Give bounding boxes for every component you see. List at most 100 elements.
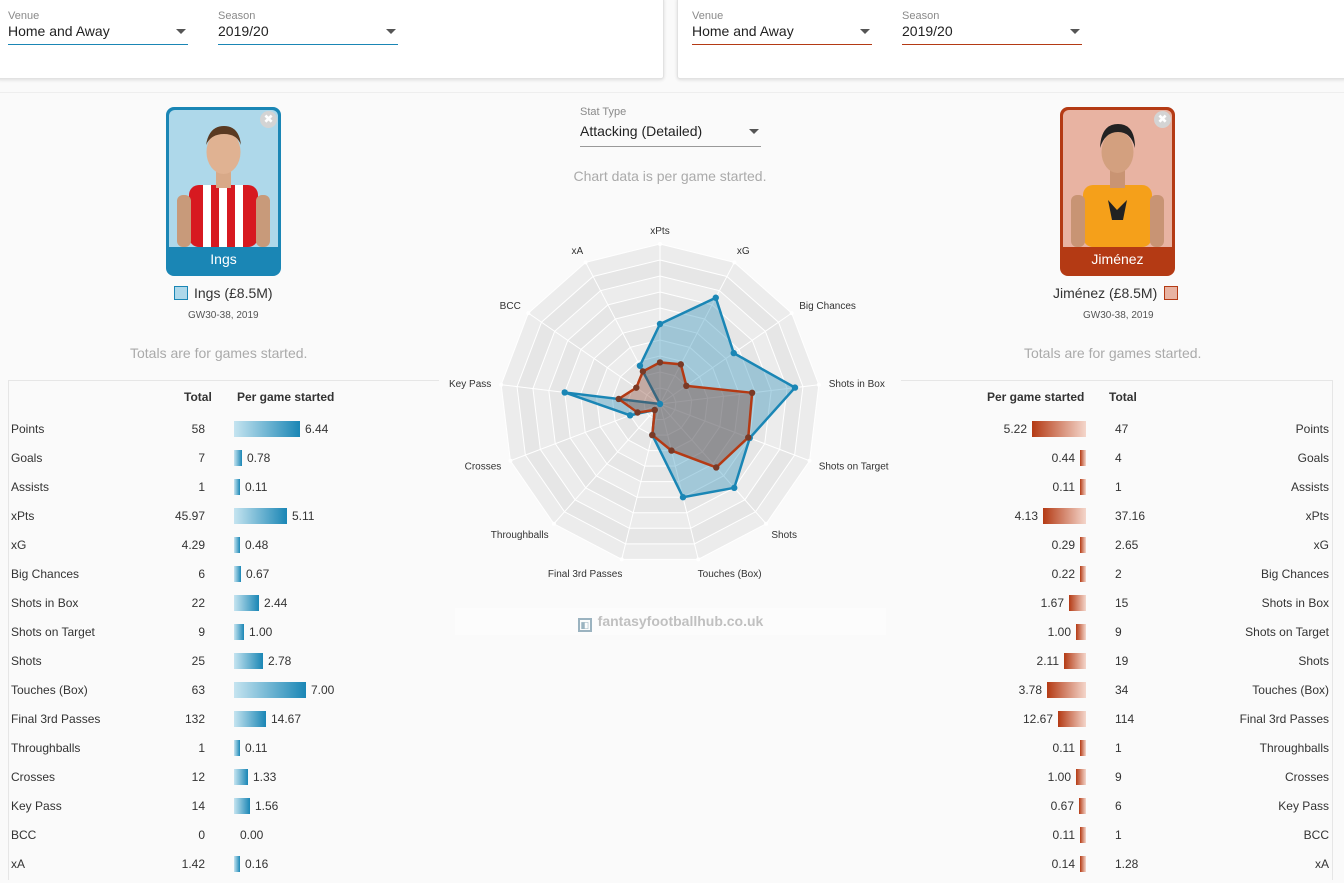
- stat-per-game: 7.00: [311, 683, 335, 697]
- watermark: ◧ fantasyfootballhub.co.uk: [455, 608, 886, 635]
- stat-total: 34: [1115, 683, 1129, 697]
- table-row: Key Pass 14 1.56: [9, 798, 439, 827]
- radar-axis-dot: [816, 382, 821, 387]
- stat-label: xA: [1314, 857, 1329, 871]
- stat-bar: [234, 711, 266, 727]
- stat-per-game: 12.67: [1022, 712, 1053, 726]
- radar-axis-dot: [696, 557, 701, 562]
- radar-axis-label: xPts: [650, 226, 669, 237]
- table-row: 1.67 15 Shots in Box: [901, 595, 1332, 624]
- player-photo: [169, 110, 278, 247]
- stat-label: Key Pass: [1278, 799, 1329, 813]
- radar-point: [633, 384, 640, 391]
- stat-per-game: 1.00: [249, 625, 273, 639]
- stat-total: 1: [1115, 828, 1122, 842]
- stat-label: Shots: [1298, 654, 1329, 668]
- venue-select-player1[interactable]: Venue Home and Away: [8, 10, 188, 45]
- radar-axis-label: Throughballs: [491, 530, 549, 541]
- stat-bar: [1080, 479, 1086, 495]
- radar-axis-label: xG: [737, 246, 750, 257]
- stat-total: 4: [1115, 451, 1122, 465]
- radar-spoke: [659, 262, 735, 405]
- radar-point: [615, 395, 622, 403]
- radar-axis-label: Shots in Box: [829, 379, 885, 390]
- close-icon[interactable]: ✖: [260, 111, 277, 128]
- table-row: 1.00 9 Shots on Target: [901, 624, 1332, 653]
- stat-per-game: 1.56: [255, 799, 279, 813]
- season-select-player1[interactable]: Season 2019/20: [218, 10, 398, 45]
- stat-total: 9: [198, 625, 205, 639]
- stat-total: 47: [1115, 422, 1129, 436]
- stat-label: Big Chances: [11, 567, 80, 581]
- table-row: Shots 25 2.78: [9, 653, 439, 682]
- stat-bar: [1079, 798, 1086, 814]
- table-row: Points 58 6.44: [9, 421, 439, 450]
- venue-value: Home and Away: [692, 23, 794, 39]
- stat-per-game: 0.11: [1052, 828, 1075, 842]
- stat-per-game: 4.13: [1014, 509, 1038, 523]
- table-row: Touches (Box) 63 7.00: [9, 682, 439, 711]
- player-card-player1[interactable]: ✖ Ings: [166, 107, 281, 276]
- stat-total: 22: [191, 596, 205, 610]
- stat-total: 6: [198, 567, 205, 581]
- radar-point: [730, 349, 737, 357]
- stat-per-game: 0.11: [245, 741, 268, 755]
- stat-per-game: 2.78: [268, 654, 292, 668]
- table-row: xG 4.29 0.48: [9, 537, 439, 566]
- table-row: 0.14 1.28 xA: [901, 856, 1332, 883]
- radar-point: [791, 384, 799, 391]
- table-row: 4.13 37.16 xPts: [901, 508, 1332, 537]
- watermark-text: fantasyfootballhub.co.uk: [597, 613, 764, 629]
- radar-chart: xPts xG Big Chances Shots in Box Shots on Ta…: [449, 226, 889, 580]
- totals-note: Totals are for games started.: [1024, 345, 1202, 361]
- stat-bar: [234, 595, 259, 611]
- chevron-down-icon: [860, 29, 870, 34]
- stat-label: xG: [1313, 538, 1329, 552]
- stat-per-game: 3.78: [1018, 683, 1042, 697]
- totals-note: Totals are for games started.: [130, 345, 308, 361]
- stat-type-select[interactable]: Stat Type Attacking (Detailed): [580, 106, 761, 147]
- table-row: Goals 7 0.78: [9, 450, 439, 479]
- radar-point: [626, 412, 634, 419]
- radar-axis-label: BCC: [500, 301, 521, 312]
- stat-per-game: 0.44: [1051, 451, 1075, 465]
- season-value: 2019/20: [218, 23, 269, 39]
- radar-point: [639, 368, 647, 375]
- player-name: Ings: [210, 251, 237, 267]
- stat-per-game: 0.48: [245, 538, 269, 552]
- stat-bar: [1076, 624, 1086, 640]
- radar-axis-dot: [789, 311, 794, 316]
- venue-select-player2[interactable]: Venue Home and Away: [692, 10, 872, 45]
- stat-total: 1: [1115, 480, 1122, 494]
- chevron-down-icon: [749, 129, 759, 134]
- stat-label: xA: [11, 857, 26, 871]
- stat-bar: [1080, 537, 1086, 553]
- stat-per-game: 5.11: [292, 509, 315, 523]
- radar-axis-dot: [508, 458, 513, 463]
- table-row: 0.11 1 Throughballs: [901, 740, 1332, 769]
- player-photo: [1063, 110, 1172, 247]
- stat-per-game: 5.22: [1003, 422, 1027, 436]
- stat-total: 19: [1115, 654, 1129, 668]
- stat-total: 1: [198, 480, 205, 494]
- radar-axis-label: Shots on Target: [819, 462, 889, 473]
- stat-total: 1.42: [181, 857, 205, 871]
- season-select-player2[interactable]: Season 2019/20: [902, 10, 1082, 45]
- table-row: Final 3rd Passes 132 14.67: [9, 711, 439, 740]
- stat-type-value: Attacking (Detailed): [580, 123, 703, 139]
- legend-player1: Ings (£8.5M): [174, 285, 273, 301]
- column-header-total: Total: [184, 390, 212, 404]
- radar-spoke: [659, 403, 699, 560]
- close-icon[interactable]: ✖: [1154, 111, 1171, 128]
- chevron-down-icon: [386, 29, 396, 34]
- stat-label: Shots in Box: [1261, 596, 1329, 610]
- player-card-player2[interactable]: ✖ Jiménez: [1060, 107, 1175, 276]
- venue-value: Home and Away: [8, 23, 110, 39]
- legend-label: Jiménez (£8.5M): [1053, 285, 1158, 301]
- radar-axis-dot: [583, 260, 588, 265]
- stat-label: BCC: [11, 828, 37, 842]
- table-row: 3.78 34 Touches (Box): [901, 682, 1332, 711]
- venue-label: Venue: [8, 10, 40, 22]
- stat-total: 15: [1115, 596, 1129, 610]
- stat-per-game: 2.44: [264, 596, 288, 610]
